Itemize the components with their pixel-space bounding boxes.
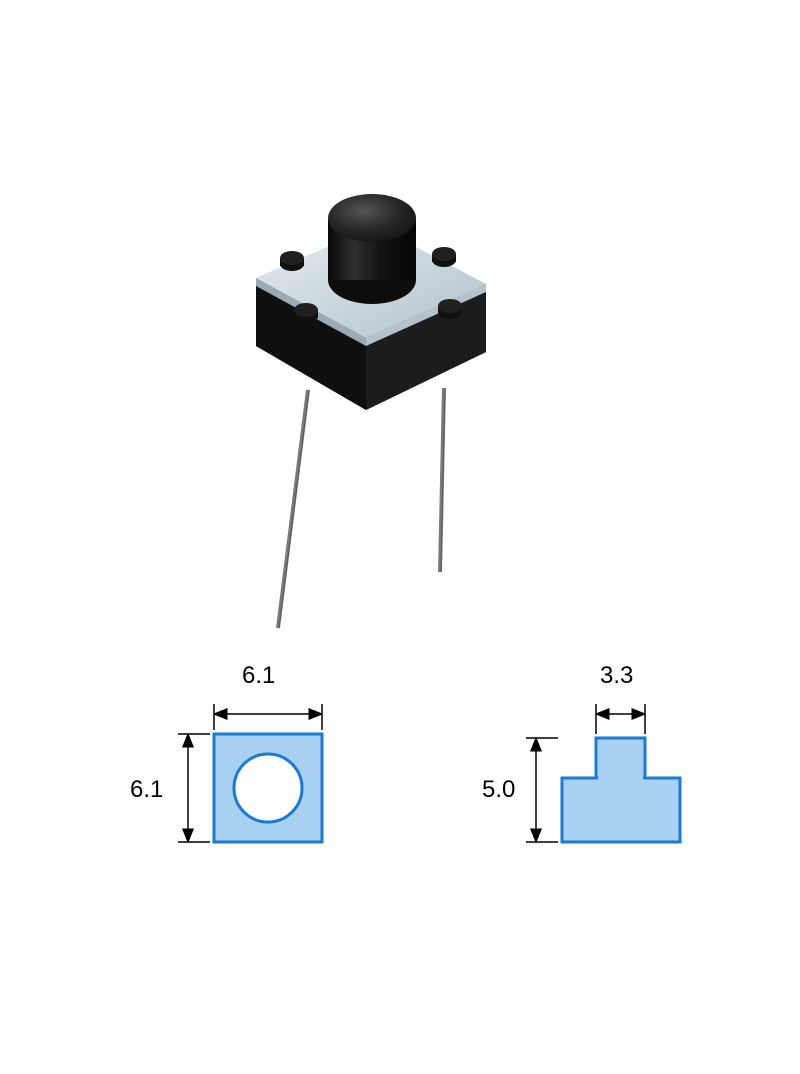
pin-right xyxy=(440,388,445,572)
side-view xyxy=(526,704,680,842)
dim-top-width: 6.1 xyxy=(242,662,275,690)
dim-top-height: 6.1 xyxy=(130,776,163,804)
button-actuator xyxy=(328,194,416,304)
pin-left xyxy=(278,390,309,628)
top-view xyxy=(178,704,322,842)
dim-total-height: 5.0 xyxy=(482,776,515,804)
dim-button-width: 3.3 xyxy=(600,662,633,690)
isometric-view xyxy=(180,160,550,630)
dimension-drawings: 6.1 6.1 3.3 5.0 xyxy=(130,680,710,880)
